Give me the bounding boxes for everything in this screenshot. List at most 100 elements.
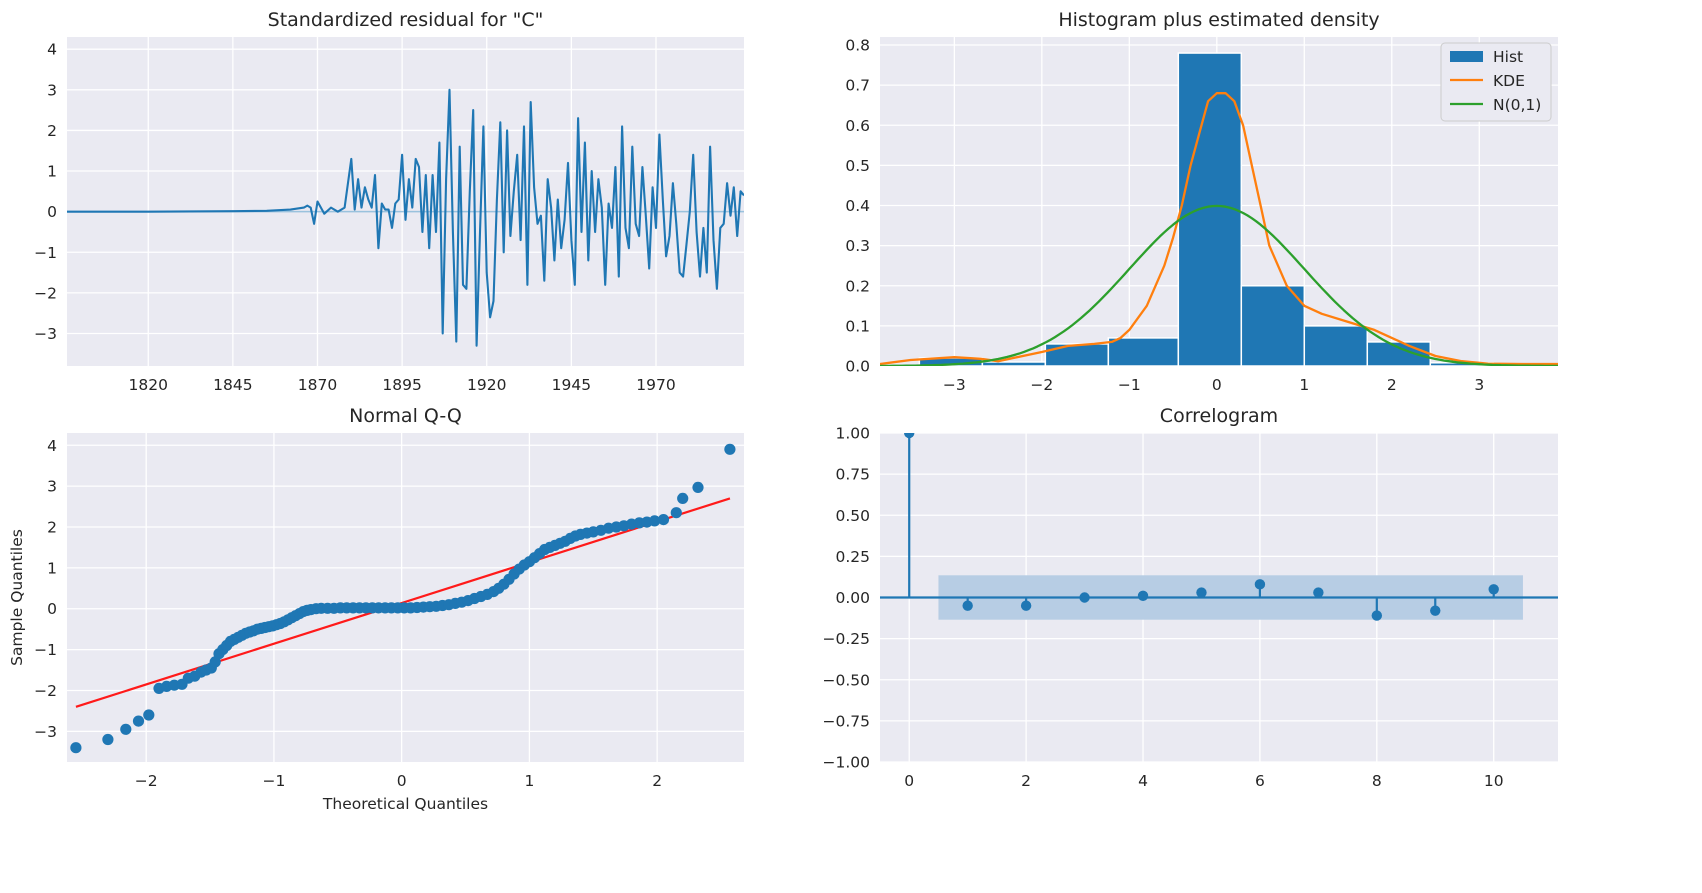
y-tick-label: 0.8	[845, 37, 870, 55]
y-tick-label: 0.3	[845, 237, 870, 255]
y-tick-label: 3	[47, 81, 57, 99]
kde-line	[880, 92, 1558, 366]
x-tick-label: 2	[1021, 772, 1031, 790]
x-tick-label: 1	[1299, 376, 1309, 394]
x-tick-label: 1945	[552, 376, 591, 394]
qq-x-axis-label: Theoretical Quantiles	[322, 795, 488, 813]
qq-point	[132, 715, 145, 727]
x-tick-label: 1970	[636, 376, 675, 394]
y-tick-label: 0	[47, 203, 57, 221]
qq-point	[102, 733, 114, 746]
acf-point	[1488, 584, 1499, 595]
y-tick-label: 2	[47, 122, 57, 140]
acf-point	[1313, 587, 1324, 598]
qq-panel: −2 −1 0 1 2 −3 −2 −1 0 1 2 3 4 Normal Q-Q Theoretica…	[8, 405, 744, 813]
x-tick-label: −3	[943, 376, 966, 394]
x-tick-label: −1	[1118, 376, 1141, 394]
qq-plot-area	[67, 433, 744, 762]
y-tick-label: −2	[34, 682, 57, 700]
y-tick-label: −3	[34, 325, 57, 343]
qq-point	[657, 514, 670, 526]
y-tick-label: 0.50	[835, 507, 870, 525]
histogram-legend: Hist KDE N(0,1)	[1440, 42, 1552, 122]
histogram-bar	[1044, 343, 1110, 366]
correlogram-ticks: 0 2 4 6 8 10 −1.00 −0.75 −0.50 −0.25 0.00 0.25 0.50 0…	[823, 425, 1504, 791]
qq-point	[143, 709, 155, 721]
acf-point	[1371, 610, 1383, 621]
qq-point	[724, 443, 736, 455]
x-tick-label: 8	[1372, 772, 1382, 790]
histogram-bar	[1107, 337, 1180, 366]
legend-label-hist: Hist	[1493, 48, 1523, 66]
histogram-panel: −3 −2 −1 0 1 2 3 0.0 0.1 0.2 0.3 0.4 0.5 0.6 0.7 0.8 Hi…	[845, 9, 1558, 394]
y-tick-label: 3	[47, 478, 57, 496]
y-tick-label: 0.00	[835, 589, 870, 607]
x-tick-label: 1845	[213, 376, 252, 394]
x-tick-label: 10	[1484, 772, 1504, 790]
correlogram-title: Correlogram	[1160, 405, 1278, 427]
x-tick-label: 2	[1387, 376, 1397, 394]
x-tick-label: 2	[652, 772, 662, 790]
residual-ticks: 1820 1845 1870 1895 1920 1945 1970 −3 −2 −1 0 1 2 3 4	[34, 41, 676, 394]
histogram-bar	[1177, 52, 1243, 366]
y-tick-label: 0	[47, 600, 57, 618]
x-tick-label: 1	[524, 772, 534, 790]
x-tick-label: 0	[397, 772, 407, 790]
y-tick-label: −1	[34, 641, 57, 659]
qq-marks	[70, 443, 736, 754]
qq-grid	[67, 433, 744, 762]
y-tick-label: 1.00	[835, 425, 870, 443]
histogram-marks	[880, 52, 1558, 366]
y-tick-label: 0.4	[845, 197, 870, 215]
y-tick-label: −1	[34, 244, 57, 262]
acf-point	[1254, 579, 1266, 590]
y-tick-label: −0.50	[823, 671, 871, 689]
qq-point	[692, 481, 704, 493]
qq-point	[649, 515, 661, 527]
x-tick-label: 6	[1255, 772, 1265, 790]
qq-point	[120, 723, 132, 735]
y-tick-label: −1.00	[823, 754, 871, 772]
residual-marks	[67, 88, 744, 347]
legend-label-normal: N(0,1)	[1493, 96, 1541, 114]
y-tick-label: 1	[47, 163, 57, 181]
x-tick-label: −2	[135, 772, 158, 790]
y-tick-label: 4	[47, 437, 57, 455]
x-tick-label: −1	[263, 772, 286, 790]
legend-swatch-hist	[1450, 51, 1483, 62]
residual-series-line	[67, 88, 744, 347]
residual-title: Standardized residual for "C"	[268, 9, 544, 31]
histogram-bar	[1240, 285, 1306, 366]
qq-point	[670, 507, 682, 519]
histogram-bar	[981, 361, 1047, 366]
acf-point	[1196, 587, 1207, 598]
x-tick-label: 1895	[382, 376, 421, 394]
qq-point	[677, 492, 689, 504]
y-tick-label: 4	[47, 41, 57, 59]
y-tick-label: 0.0	[845, 358, 870, 376]
x-tick-label: 3	[1474, 376, 1484, 394]
y-tick-label: −0.75	[823, 712, 871, 730]
x-tick-label: 1870	[298, 376, 337, 394]
acf-point	[962, 600, 973, 611]
legend-label-kde: KDE	[1493, 72, 1525, 90]
qq-y-axis-label: Sample Quantiles	[8, 529, 26, 666]
y-tick-label: 0.2	[845, 277, 870, 295]
x-tick-label: 1920	[467, 376, 506, 394]
y-tick-label: −0.25	[823, 630, 871, 648]
x-tick-label: 1820	[129, 376, 168, 394]
histogram-bar	[1303, 325, 1369, 366]
correlogram-marks	[880, 433, 1558, 621]
acf-point	[1020, 600, 1032, 611]
x-tick-label: −2	[1030, 376, 1053, 394]
qq-title: Normal Q-Q	[349, 405, 462, 427]
y-tick-label: 2	[47, 519, 57, 537]
y-tick-label: 0.6	[845, 117, 870, 135]
acf-point	[1079, 592, 1090, 603]
qq-point	[70, 742, 82, 754]
histogram-ticks: −3 −2 −1 0 1 2 3 0.0 0.1 0.2 0.3 0.4 0.5 0.6 0.7 0.8	[845, 37, 1484, 394]
qq-ticks: −2 −1 0 1 2 −3 −2 −1 0 1 2 3 4	[34, 437, 662, 790]
correlogram-panel: 0 2 4 6 8 10 −1.00 −0.75 −0.50 −0.25 0.00 0.25 0.50 0…	[823, 405, 1558, 791]
x-tick-label: 4	[1138, 772, 1148, 790]
